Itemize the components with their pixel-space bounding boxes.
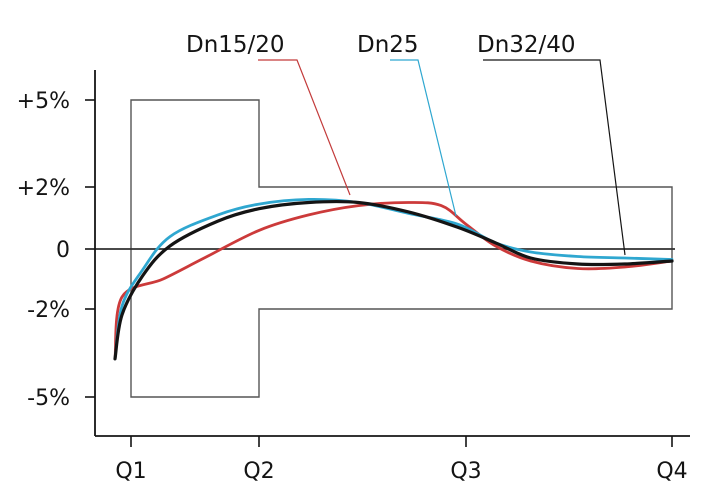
leader-lines-group bbox=[258, 59, 626, 256]
y-tick-label: 0 bbox=[56, 238, 70, 263]
series-label-dn15-20: Dn15/20 bbox=[186, 32, 285, 58]
y-tick-label: +5% bbox=[17, 89, 70, 114]
x-tick-label: Q3 bbox=[450, 459, 481, 484]
series-line-dn25 bbox=[113, 197, 674, 361]
series-group bbox=[113, 197, 674, 361]
y-tick-label: -2% bbox=[27, 298, 70, 323]
leader-line-dn15-20 bbox=[258, 59, 351, 196]
tolerance-band-group bbox=[130, 99, 673, 398]
x-tick-label: Q2 bbox=[243, 459, 274, 484]
labels-group: Dn15/20 Dn25 Dn32/40 bbox=[186, 32, 576, 58]
series-line-dn15-20 bbox=[113, 201, 674, 361]
series-label-dn32-40: Dn32/40 bbox=[477, 32, 576, 58]
y-tick-label: +2% bbox=[17, 176, 70, 201]
leader-line-dn25 bbox=[390, 59, 457, 217]
series-line-dn32-40 bbox=[113, 199, 674, 361]
tolerance-band-outline bbox=[130, 99, 673, 398]
x-tick-label: Q4 bbox=[656, 459, 687, 484]
series-label-dn25: Dn25 bbox=[357, 32, 419, 58]
x-tick-label: Q1 bbox=[115, 459, 146, 484]
axes-group: +5% +2% 0 -2% -5% Q1 Q2 Q3 Q4 bbox=[17, 70, 690, 484]
y-tick-label: -5% bbox=[27, 386, 70, 411]
leader-line-dn32-40 bbox=[483, 59, 626, 256]
